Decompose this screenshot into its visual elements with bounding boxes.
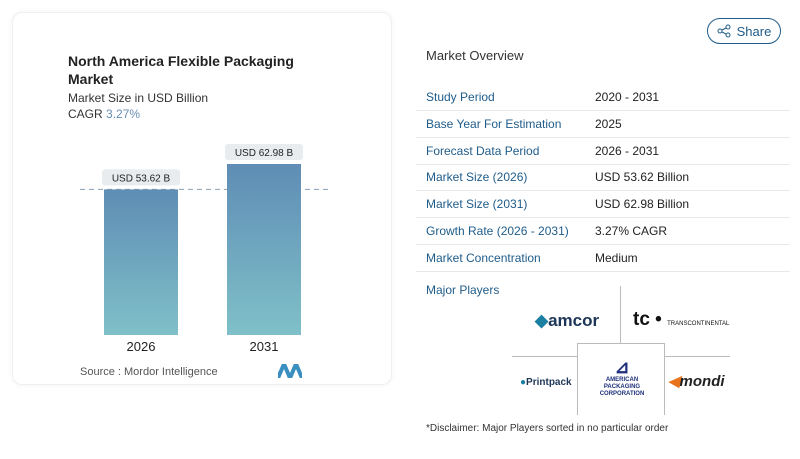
overview-title: Market Overview [426,48,524,63]
overview-row: Market Size (2026) USD 53.62 Billion [416,164,790,192]
x-tick-label: 2026 [127,339,156,354]
row-label: Forecast Data Period [426,143,540,158]
mondi-logo: ◀mondi [668,373,725,390]
row-value: 3.27% CAGR [595,224,668,238]
bar-2031 [227,164,301,335]
cagr: CAGR 3.27% [68,107,140,121]
row-label: Study Period [426,90,495,104]
chart-title: North America Flexible Packaging Market [68,53,294,87]
share-label: Share [736,23,772,39]
row-value: 2020 - 2031 [595,90,660,104]
major-players-title: Major Players [426,283,500,297]
cagr-value: 3.27% [106,107,141,121]
row-label: Market Size (2031) [426,197,528,212]
row-value: USD 53.62 Billion [595,170,690,185]
data-label: USD 53.62 B [112,173,171,184]
overview-row: Base Year For Estimation 2025 [416,111,790,138]
x-tick-label: 2031 [250,339,279,354]
data-label-bg [102,169,180,186]
mordor-logo-icon [278,364,302,378]
amcor-logo: ◆amcor [535,311,600,330]
share-button[interactable]: Share [707,18,781,44]
row-label: Growth Rate (2026 - 2031) [426,224,569,238]
transcontinental-logo: tc • TRANSCONTINENTAL [633,309,730,330]
overview-row: Study Period 2020 - 2031 [416,84,790,111]
row-label: Market Size (2026) [426,170,528,185]
data-label: USD 62.98 B [235,148,294,159]
row-value: USD 62.98 Billion [595,197,690,212]
printpack-logo: ●Printpack [520,377,572,388]
american-packaging-logo: ⊿ AMERICAN PACKAGING CORPORATION [599,357,645,397]
data-label-bg [225,144,303,160]
source: Source : Mordor Intelligence [80,366,218,378]
disclaimer: *Disclaimer: Major Players sorted in no … [426,423,669,434]
overview-row: Market Size (2031) USD 62.98 Billion [416,191,790,219]
row-value: Medium [595,250,638,265]
overview-row: Market Concentration Medium [416,245,790,272]
row-value: 2026 - 2031 [595,143,660,158]
chart-subtitle: Market Size in USD Billion [68,91,209,105]
share-icon [717,24,731,38]
bar-chart: USD 53.62 B 2026 USD 62.98 B 2031 [80,144,330,354]
row-label: Base Year For Estimation [426,116,562,131]
bar-2026 [104,189,178,335]
row-value: 2025 [595,116,622,131]
chart-card [12,12,392,385]
overview-row: Forecast Data Period 2026 - 2031 [416,138,790,165]
row-label: Market Concentration [426,250,541,265]
overview-row: Growth Rate (2026 - 2031) 3.27% CAGR [416,218,790,245]
cagr-label: CAGR [68,107,103,121]
